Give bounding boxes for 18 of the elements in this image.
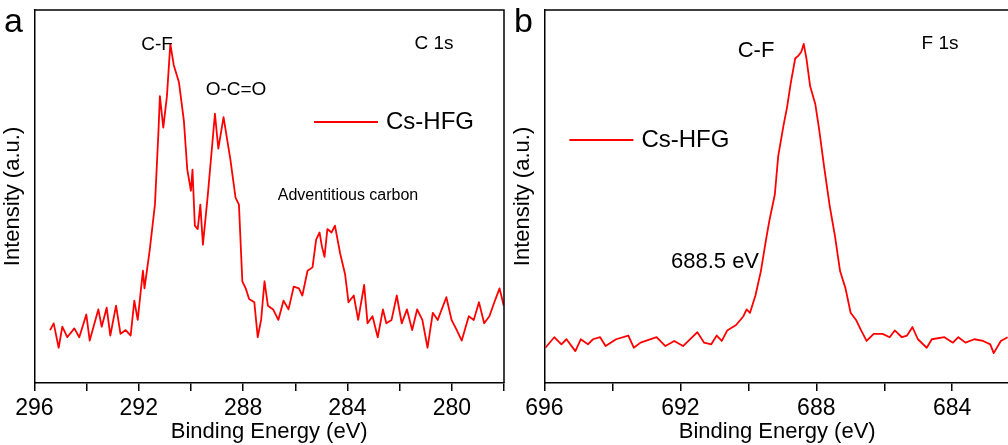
annotation: C-F bbox=[737, 37, 775, 63]
annotation: O-C=O bbox=[205, 78, 267, 100]
legend-label: Cs-HFG bbox=[641, 124, 730, 152]
x-tick-label: 696 bbox=[525, 394, 564, 421]
annotation: 688.5 eV bbox=[670, 248, 760, 274]
chart-title: a bbox=[4, 1, 23, 40]
x-tick-label: 280 bbox=[432, 394, 472, 421]
x-tick-label: 292 bbox=[119, 394, 158, 421]
x-tick-label: 684 bbox=[933, 394, 972, 421]
y-axis-title: Intensity (a.u.) bbox=[0, 126, 25, 267]
chart-subtitle: C 1s bbox=[414, 31, 454, 53]
annotation: Adventitious carbon bbox=[277, 186, 419, 204]
annotation: C-F bbox=[141, 33, 173, 55]
chart-subtitle: F 1s bbox=[921, 31, 959, 53]
legend-label: Cs-HFG bbox=[386, 106, 474, 134]
chart-title: b bbox=[514, 1, 533, 40]
x-tick-label: 296 bbox=[15, 394, 54, 421]
y-axis-title: Intensity (a.u.) bbox=[509, 126, 535, 267]
